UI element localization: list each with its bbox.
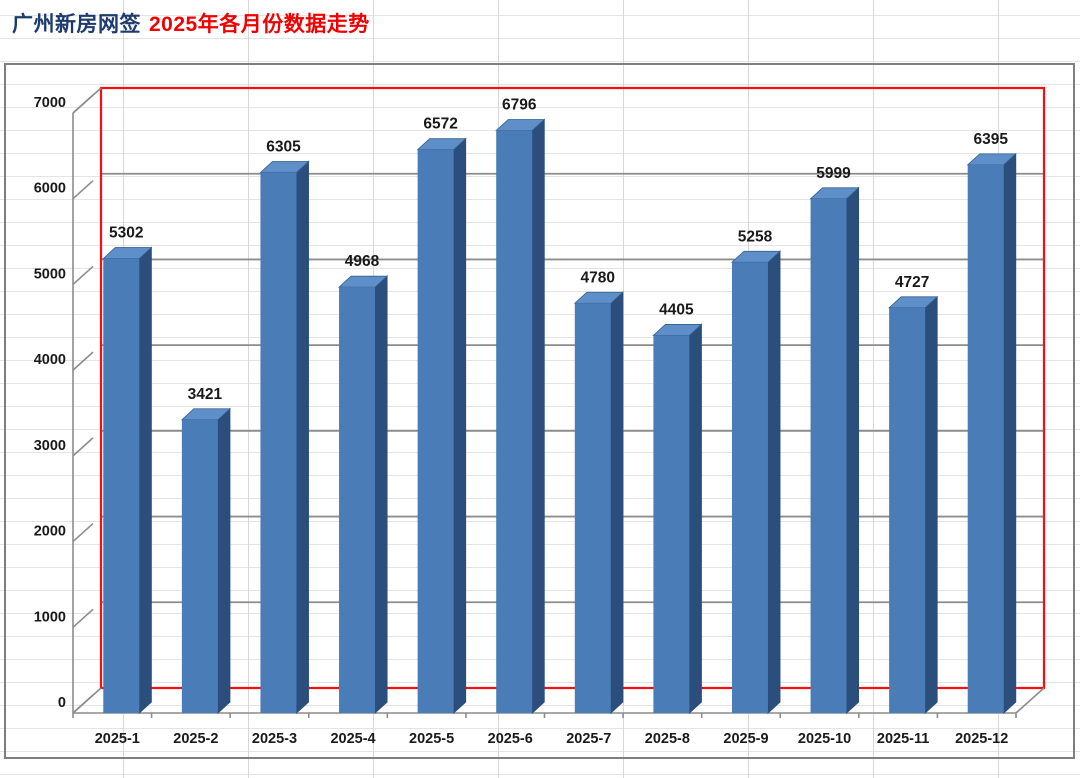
bar-front-face [653,335,690,713]
x-axis-label: 2025-2 [173,731,218,747]
bar-side-face [846,186,860,715]
x-axis-labels: 2025-1 2025-2 2025-3 2025-4 2025-5 2025-6 2025… [95,731,1009,747]
bar-front-face [731,262,768,713]
x-axis-label: 2025-7 [566,731,611,747]
chart-title-primary: 广州新房网签 [12,13,141,36]
axes [72,87,1045,718]
bar-side-face [453,137,467,715]
bar-value-label: 5258 [738,228,773,245]
bar-2025-11: 4727 [888,274,939,715]
bar-side-face [1003,152,1017,715]
bar-2025-5: 6572 [416,116,467,715]
bar-value-label: 5302 [109,225,143,242]
bar-2025-9: 5258 [730,228,781,715]
bar-front-face [889,307,926,713]
y-axis-label: 5000 [34,266,66,282]
bar-value-label: 6305 [266,139,301,156]
bar-2025-8: 4405 [652,301,703,715]
bar-2025-3: 6305 [259,139,310,715]
bar-value-label: 4405 [659,301,694,318]
x-axis-label: 2025-1 [95,731,140,747]
bars: 5302 3421 6305 4968 6572 6796 4780 4405 5258 5999… [102,96,1017,715]
y-axis-label: 3000 [34,438,66,454]
bar-front-face [574,303,611,713]
bar-side-face [217,407,231,715]
bar-front-face [417,149,454,713]
x-axis-label: 2025-3 [252,731,297,747]
bar-value-label: 4780 [581,269,615,286]
bar-value-label: 5999 [816,165,851,182]
y-axis-label: 7000 [34,95,66,111]
y-axis-label: 6000 [34,181,66,197]
chart-frame [4,63,1075,759]
x-axis-label: 2025-8 [645,731,690,747]
x-axis-label: 2025-10 [798,731,851,747]
bar-2025-10: 5999 [809,165,860,715]
bar-side-face [374,275,388,715]
bar-side-face [531,118,545,715]
bar-value-label: 3421 [188,386,223,403]
x-axis-label: 2025-11 [877,731,929,747]
bar-2025-4: 4968 [338,253,389,715]
bar-side-face [138,246,152,715]
bar-front-face [496,130,533,713]
y-axis-label: 4000 [34,352,66,368]
x-axis-label: 2025-5 [409,731,454,747]
bar-side-face [924,295,938,715]
bar-2025-6: 6796 [495,96,546,715]
x-axis-label: 2025-4 [330,731,375,747]
bar-front-face [810,198,847,714]
bar-2025-1: 5302 [102,225,153,715]
bar-value-label: 4968 [345,253,380,270]
bar-value-label: 6796 [502,96,537,113]
bar-front-face [967,164,1004,713]
chart-title: 广州新房网签 2025年各月份数据走势 [12,8,370,38]
y-axis-label: 2000 [34,524,66,540]
bar-side-face [295,160,309,715]
bar-2025-7: 4780 [573,269,624,715]
x-axis-label: 2025-12 [955,731,1008,747]
bar-2025-2: 3421 [180,386,231,715]
bar-value-label: 6395 [973,131,1008,148]
bar-front-face [103,258,140,713]
y-axis-labels: 0 1000 2000 3000 4000 5000 6000 7000 [34,95,66,711]
bar-value-label: 4727 [895,274,929,291]
bar-side-face [688,323,702,715]
x-axis-label: 2025-9 [723,731,768,747]
bar-front-face [260,172,297,714]
bar-side-face [610,291,624,715]
bar-front-face [181,419,218,713]
bar-side-face [767,250,781,715]
x-axis-label: 2025-6 [488,731,533,747]
bar-front-face [339,287,376,713]
bar-value-label: 6572 [423,116,457,133]
plot-wall-border [99,86,1046,690]
y-axis-label: 1000 [34,609,66,625]
y-axis-label: 0 [58,695,66,711]
chart-title-secondary: 2025年各月份数据走势 [149,13,370,36]
bar-2025-12: 6395 [966,131,1017,715]
